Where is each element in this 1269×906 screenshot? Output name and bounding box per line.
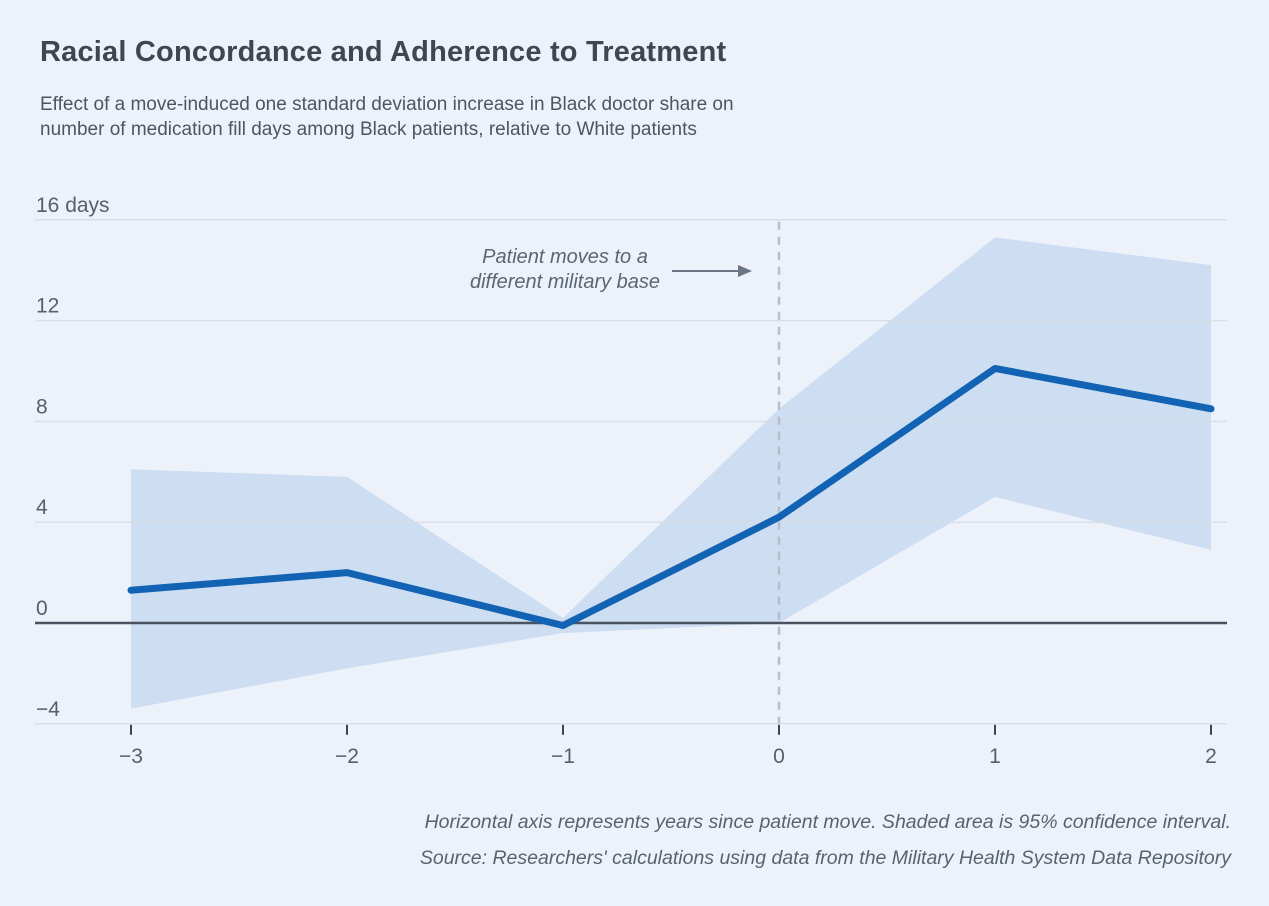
chart-subtitle-line1: Effect of a move-induced one standard de… [40,94,734,115]
y-tick-label: 4 [36,496,48,519]
effect-line [127,364,1215,630]
annotation-line1: Patient moves to a [482,246,648,268]
x-tick-label: −2 [335,745,359,768]
y-tick-label: 0 [36,597,48,620]
x-tick-label: −1 [551,745,575,768]
chart-subtitle: Effect of a move-induced one standard de… [40,92,734,142]
footnote-source: Source: Researchers' calculations using … [419,847,1231,869]
x-tick-label: 0 [773,745,785,768]
y-tick-label: 8 [36,395,48,418]
y-tick-label: 12 [36,295,59,318]
footnote-axis-note: Horizontal axis represents years since p… [424,811,1231,833]
y-tick-label: 16 days [36,194,110,217]
x-tick-label: 1 [989,745,1001,768]
chart-footnotes: Horizontal axis represents years since p… [420,804,1231,876]
chart-subtitle-line2: number of medication fill days among Bla… [40,119,697,140]
right-arrow-icon [672,265,752,277]
chart-title: Racial Concordance and Adherence to Trea… [40,36,727,68]
annotation-line2: different military base [469,271,661,293]
x-tick-label: −3 [119,745,143,768]
event-annotation: Patient moves to a different military ba… [435,245,695,295]
y-tick-label: −4 [36,698,60,721]
x-tick-label: 2 [1205,745,1217,768]
confidence-band [131,237,1211,709]
